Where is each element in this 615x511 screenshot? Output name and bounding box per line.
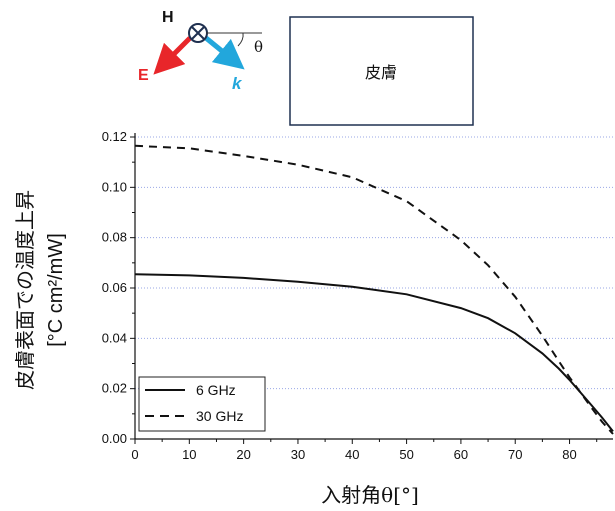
chart-axes bbox=[134, 133, 613, 440]
y-tick-label: 0.10 bbox=[102, 179, 127, 194]
skin-label: 皮膚 bbox=[365, 63, 397, 82]
y-tick-label: 0.12 bbox=[102, 129, 127, 144]
k-vector-arrow bbox=[204, 36, 245, 70]
x-axis-label: 入射角θ[°] bbox=[321, 483, 419, 507]
y-tick-label: 0.08 bbox=[102, 230, 127, 245]
y-tick-label: 0.02 bbox=[102, 381, 127, 396]
x-tick-label: 20 bbox=[236, 447, 250, 462]
e-field-arrow bbox=[153, 36, 192, 75]
theta-label: θ bbox=[254, 38, 263, 56]
legend-label-30ghz: 30 GHz bbox=[196, 408, 243, 424]
y-axis-label-line2: [°C cm²/mW] bbox=[45, 233, 67, 347]
series-line-30-ghz bbox=[134, 144, 614, 435]
h-field-into-page-icon bbox=[188, 23, 208, 43]
theta-arc bbox=[237, 32, 244, 47]
y-axis-ticks: 0.00 0.02 0.04 0.06 0.08 0.10 0.12 bbox=[102, 129, 135, 446]
y-tick-label: 0.06 bbox=[102, 280, 127, 295]
x-axis-ticks: 0 10 20 30 40 50 60 70 80 bbox=[131, 439, 598, 462]
legend-label-6ghz: 6 GHz bbox=[196, 382, 236, 398]
y-axis-label-line1: 皮膚表面での温度上昇 bbox=[13, 190, 37, 390]
x-tick-label: 80 bbox=[562, 447, 576, 462]
x-tick-label: 50 bbox=[399, 447, 413, 462]
legend: 6 GHz 30 GHz bbox=[138, 376, 266, 432]
chart-series bbox=[134, 144, 614, 435]
k-label: k bbox=[232, 74, 243, 93]
h-label: H bbox=[162, 9, 174, 26]
legend-box bbox=[138, 376, 266, 432]
skin-box: 皮膚 bbox=[289, 16, 474, 126]
x-tick-label: 10 bbox=[182, 447, 196, 462]
x-tick-label: 0 bbox=[131, 447, 138, 462]
incidence-diagram: H E k θ bbox=[138, 9, 263, 93]
y-axis-label-group: 皮膚表面での温度上昇 [°C cm²/mW] bbox=[13, 190, 67, 390]
chart-gridlines bbox=[135, 136, 613, 390]
x-tick-label: 60 bbox=[454, 447, 468, 462]
y-tick-label: 0.04 bbox=[102, 330, 127, 345]
x-tick-label: 70 bbox=[508, 447, 522, 462]
x-tick-label: 30 bbox=[291, 447, 305, 462]
e-label: E bbox=[138, 67, 149, 84]
y-tick-label: 0.00 bbox=[102, 431, 127, 446]
x-tick-label: 40 bbox=[345, 447, 359, 462]
